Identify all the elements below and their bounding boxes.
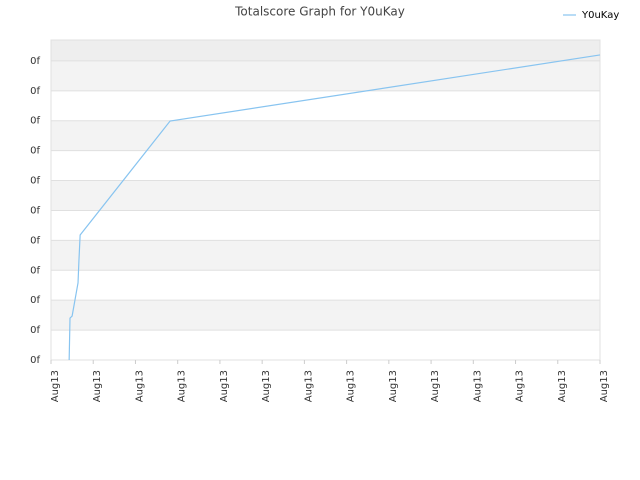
plot-band	[51, 150, 600, 181]
data-line	[68, 54, 601, 361]
y-tick-label: 0f	[30, 116, 40, 127]
plot-band	[51, 40, 600, 61]
x-tick-label: Aug13	[219, 370, 230, 402]
x-tick-label: Aug13	[177, 370, 188, 402]
plot-band	[51, 270, 600, 301]
plot-band	[51, 90, 600, 121]
x-tick-label: Aug13	[346, 370, 357, 402]
plot-band	[51, 240, 600, 271]
y-tick-label: 0f	[30, 235, 40, 246]
plot-border	[50, 39, 601, 361]
y-tick-label: 0f	[30, 355, 40, 366]
x-tick-label: Aug13	[134, 370, 145, 402]
x-tick-label: Aug13	[430, 370, 441, 402]
plot-band	[51, 330, 600, 360]
x-tick-label: Aug13	[388, 370, 399, 402]
x-tick-label: Aug13	[303, 370, 314, 402]
plot-band	[51, 180, 600, 211]
y-tick-label: 0f	[30, 146, 40, 157]
y-tick-label: 0f	[30, 295, 40, 306]
x-tick-label: Aug13	[599, 370, 610, 402]
chart-title: Totalscore Graph for Y0uKay	[234, 5, 405, 19]
x-tick-label: Aug13	[472, 370, 483, 402]
x-tick-label: Aug13	[515, 370, 526, 402]
x-tick-label: Aug13	[261, 370, 272, 402]
y-tick-label: 0f	[30, 176, 40, 187]
x-tick-label: Aug13	[50, 370, 61, 402]
plot-band	[51, 60, 600, 91]
y-tick-label: 0f	[30, 325, 40, 336]
plot-band	[51, 210, 600, 241]
y-tick-label: 0f	[30, 86, 40, 97]
x-tick-label: Aug13	[557, 370, 568, 402]
y-tick-label: 0f	[30, 265, 40, 276]
legend-label: Y0uKay	[581, 10, 619, 21]
y-tick-label: 0f	[30, 205, 40, 216]
x-tick-label: Aug13	[92, 370, 103, 402]
plot-band	[51, 300, 600, 331]
plot-band	[51, 120, 600, 151]
y-tick-label: 0f	[30, 56, 40, 67]
